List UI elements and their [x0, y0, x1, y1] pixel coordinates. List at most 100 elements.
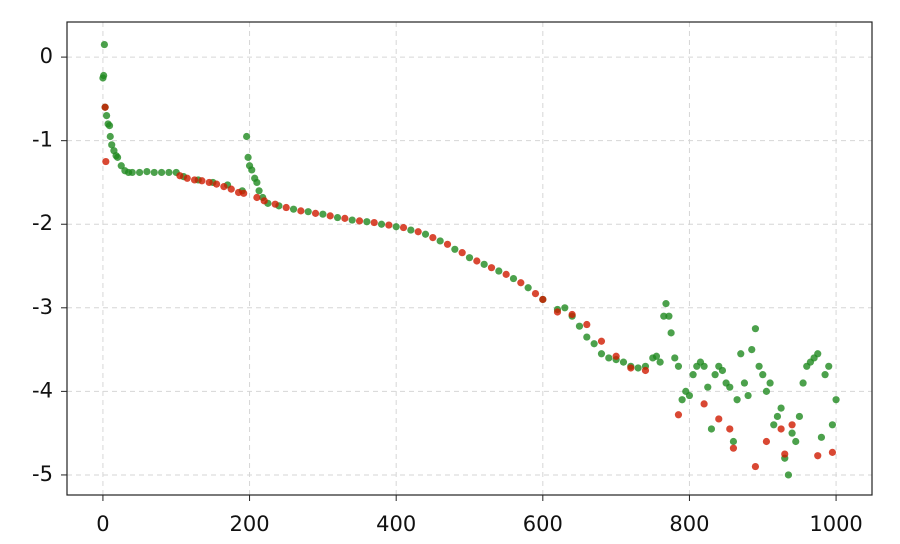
point	[627, 364, 635, 372]
point	[689, 371, 697, 379]
point	[751, 462, 760, 471]
point	[255, 187, 263, 195]
x-tick-label: 0	[96, 512, 109, 536]
point	[762, 387, 771, 395]
point	[102, 157, 110, 166]
point	[143, 167, 151, 176]
point	[671, 354, 679, 362]
point	[282, 203, 290, 212]
y-tick-label: -1	[32, 128, 53, 152]
point	[128, 168, 136, 177]
point	[385, 221, 393, 229]
point	[641, 366, 650, 375]
point	[832, 396, 840, 404]
point	[711, 371, 719, 379]
point	[766, 379, 774, 387]
point	[726, 383, 734, 391]
point	[583, 320, 591, 329]
grid	[67, 22, 872, 495]
point	[220, 183, 228, 191]
point	[227, 185, 235, 193]
point	[176, 172, 184, 180]
point	[100, 71, 108, 80]
point	[814, 452, 822, 460]
point	[718, 366, 727, 375]
point	[370, 218, 378, 227]
point	[729, 444, 738, 452]
point	[828, 421, 837, 429]
point	[777, 404, 785, 412]
point	[597, 350, 606, 358]
point	[553, 308, 562, 316]
point	[451, 245, 459, 253]
point	[700, 362, 708, 370]
point	[392, 223, 400, 231]
point	[106, 132, 114, 141]
point	[399, 223, 408, 232]
point	[108, 141, 116, 149]
point	[759, 371, 767, 379]
y-tick-label: -2	[32, 211, 53, 235]
y-tick-label: -4	[32, 378, 53, 402]
point	[212, 180, 221, 188]
point	[248, 166, 256, 174]
point	[473, 257, 481, 265]
point	[755, 362, 763, 370]
point	[377, 220, 386, 228]
point	[817, 433, 826, 441]
point	[333, 213, 342, 222]
point	[662, 300, 670, 308]
point	[781, 450, 789, 458]
point	[429, 234, 437, 242]
point	[297, 207, 305, 215]
point	[748, 345, 756, 354]
point	[773, 412, 782, 421]
point	[260, 197, 268, 205]
y-tick-label: -3	[32, 295, 53, 319]
point	[348, 216, 356, 224]
point	[480, 260, 488, 268]
x-tick-label: 200	[230, 512, 270, 536]
point	[240, 189, 248, 197]
point	[795, 412, 804, 421]
point	[667, 329, 675, 337]
point	[443, 240, 452, 248]
point	[733, 396, 741, 404]
point	[102, 111, 111, 120]
point	[502, 270, 510, 278]
point	[363, 218, 371, 226]
point	[157, 168, 166, 177]
y-tick-label: -5	[32, 462, 53, 486]
point	[304, 208, 312, 216]
point	[495, 267, 503, 275]
point	[100, 40, 108, 49]
point	[539, 295, 547, 304]
point	[487, 264, 496, 272]
point	[517, 279, 525, 287]
x-tick-label: 400	[376, 512, 416, 536]
point	[707, 425, 716, 433]
point	[243, 132, 251, 141]
point	[253, 193, 261, 202]
point	[135, 168, 144, 177]
point	[674, 362, 683, 370]
point	[821, 371, 829, 379]
point	[165, 168, 173, 177]
point	[590, 340, 598, 348]
point	[605, 354, 613, 362]
point	[414, 228, 422, 236]
point	[700, 400, 708, 408]
point	[777, 425, 785, 433]
point	[704, 383, 712, 391]
point	[788, 421, 796, 429]
point	[561, 304, 569, 312]
x-tick-label: 800	[669, 512, 709, 536]
point	[678, 396, 686, 404]
point	[568, 310, 576, 319]
point	[726, 425, 734, 433]
point	[465, 254, 474, 262]
x-tick-label: 1000	[809, 512, 862, 536]
y-tick-label: 0	[40, 44, 53, 68]
point	[814, 350, 822, 358]
